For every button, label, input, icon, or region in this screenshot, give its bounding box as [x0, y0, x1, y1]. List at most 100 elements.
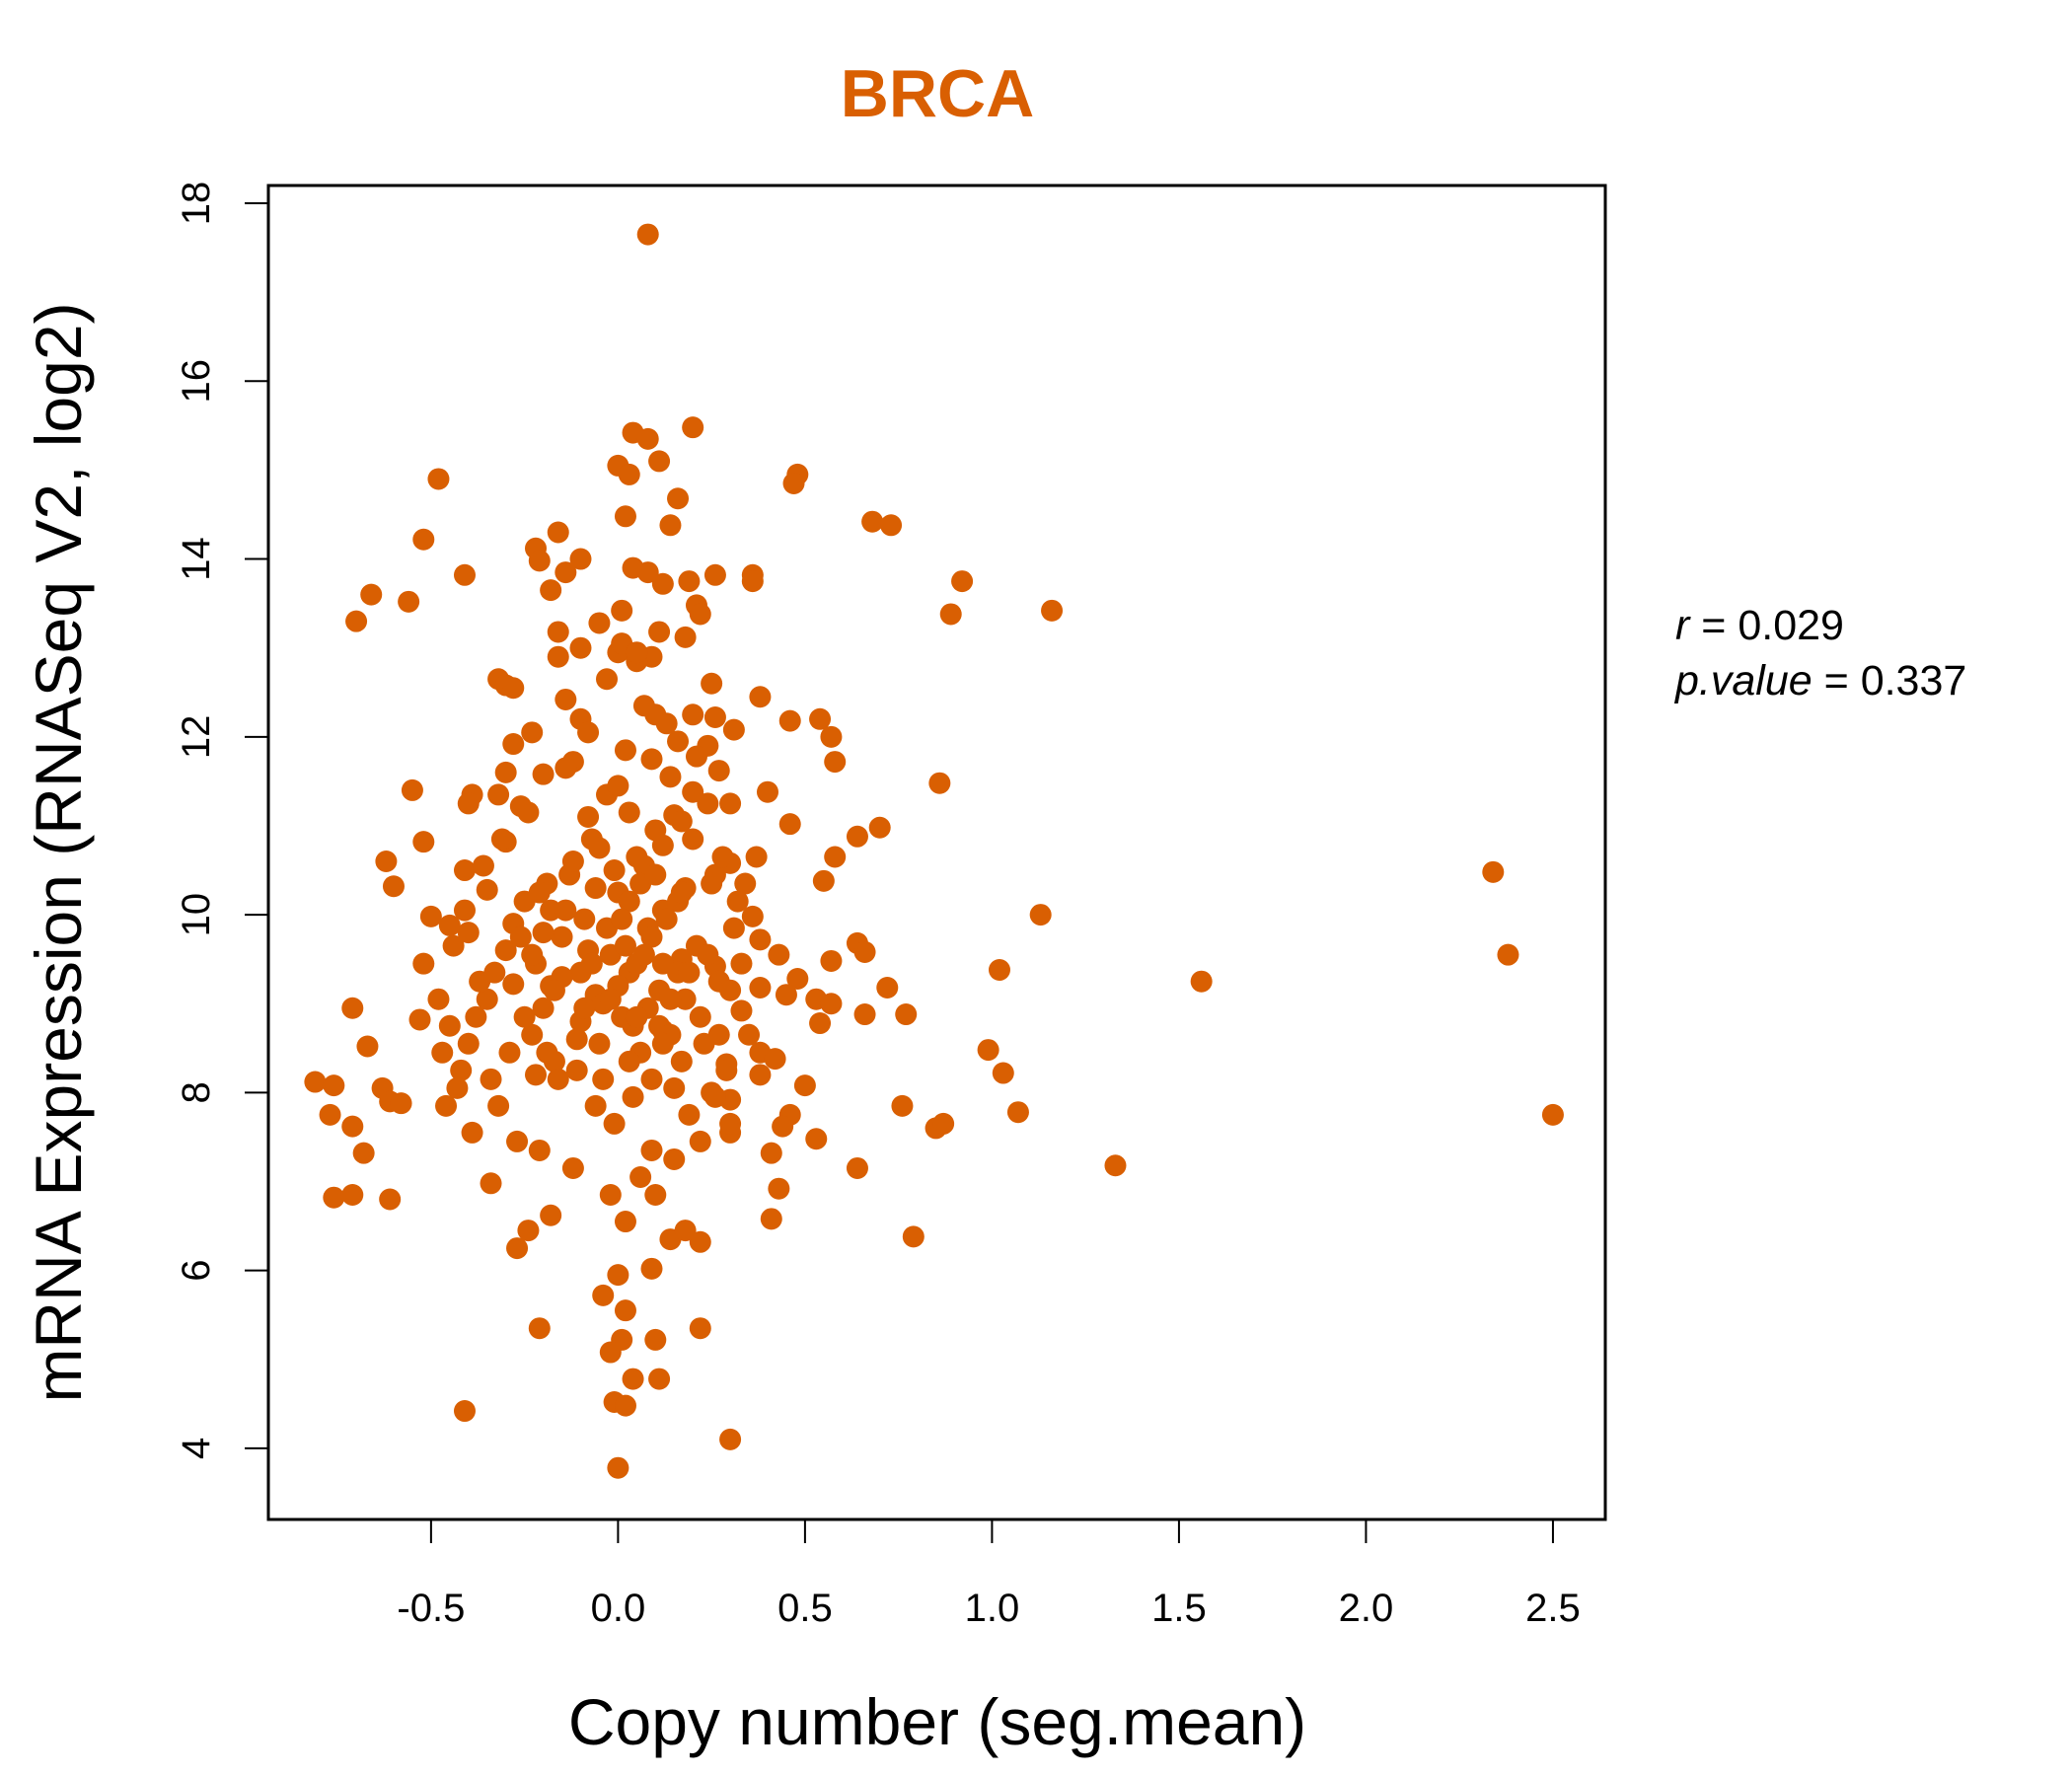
data-point — [682, 703, 704, 726]
data-point — [701, 872, 723, 895]
data-point — [577, 805, 600, 828]
data-point — [614, 1211, 636, 1233]
data-point — [1006, 1101, 1029, 1124]
data-point — [951, 570, 974, 593]
x-tick-label: 1.5 — [1151, 1587, 1207, 1630]
data-point — [648, 621, 671, 643]
data-point — [573, 908, 596, 930]
data-point — [809, 707, 832, 730]
data-point — [674, 626, 697, 648]
data-point — [555, 899, 577, 922]
data-point — [756, 780, 778, 803]
data-point — [1029, 904, 1052, 926]
data-point — [438, 914, 461, 936]
data-point — [644, 1328, 667, 1351]
data-point — [659, 514, 682, 537]
data-point — [640, 1257, 663, 1280]
y-tick-label: 4 — [175, 1438, 218, 1459]
data-point — [772, 1115, 794, 1138]
data-point — [547, 621, 569, 643]
data-point — [824, 751, 847, 774]
data-point — [450, 1059, 473, 1081]
x-axis-label: Copy number (seg.mean) — [568, 1685, 1306, 1758]
data-point — [453, 859, 476, 882]
data-point — [419, 905, 442, 927]
data-point — [670, 881, 693, 904]
data-point — [778, 813, 801, 836]
y-tick-label: 8 — [175, 1081, 218, 1103]
data-point — [551, 925, 573, 948]
data-point — [651, 1032, 674, 1055]
y-tick-label: 16 — [175, 359, 218, 404]
data-point — [569, 636, 592, 659]
data-point — [618, 801, 640, 824]
data-point — [614, 934, 636, 957]
data-point — [707, 1023, 730, 1046]
x-tick-label: 0.5 — [777, 1587, 833, 1630]
data-point — [678, 570, 701, 593]
data-point — [853, 1003, 876, 1026]
data-point — [992, 1062, 1014, 1084]
data-point — [670, 1050, 693, 1073]
data-point — [592, 1284, 615, 1306]
x-tick-label: 1.0 — [965, 1587, 1020, 1630]
data-point — [453, 1400, 476, 1423]
data-point — [861, 510, 884, 533]
data-point — [726, 890, 749, 913]
data-point — [525, 1064, 547, 1086]
data-point — [648, 1368, 671, 1390]
data-point — [588, 612, 611, 634]
data-point — [1541, 1103, 1564, 1126]
data-point — [977, 1039, 999, 1062]
data-point — [805, 1128, 828, 1150]
data-point — [532, 922, 555, 944]
data-point — [565, 1028, 588, 1051]
data-point — [786, 967, 809, 990]
data-point — [928, 772, 951, 794]
y-tick-label: 18 — [175, 182, 218, 226]
data-point — [607, 1456, 629, 1479]
data-point — [868, 816, 891, 839]
data-point — [738, 1023, 761, 1046]
data-point — [820, 725, 843, 748]
data-point — [745, 846, 768, 868]
data-point — [375, 851, 398, 873]
data-point — [517, 1220, 540, 1242]
data-point — [809, 1012, 832, 1035]
data-point — [502, 973, 525, 996]
data-point — [611, 908, 633, 930]
data-point — [603, 859, 626, 882]
data-point — [1497, 943, 1519, 966]
data-point — [764, 1048, 786, 1071]
data-point — [775, 984, 797, 1006]
data-point — [749, 928, 772, 951]
data-point — [494, 939, 517, 962]
x-tick-label: 2.5 — [1525, 1587, 1581, 1630]
data-point — [640, 1068, 663, 1090]
data-point — [659, 988, 682, 1010]
data-point — [659, 766, 682, 788]
data-point — [323, 1074, 345, 1097]
data-point — [401, 778, 423, 801]
data-point — [521, 943, 544, 966]
data-point — [618, 1050, 640, 1073]
data-point — [760, 1142, 782, 1164]
data-point — [749, 1064, 772, 1086]
data-point — [902, 1225, 925, 1248]
data-point — [536, 1041, 558, 1064]
data-point — [509, 925, 532, 948]
data-point — [651, 572, 674, 595]
chart-title: BRCA — [841, 56, 1034, 131]
data-point — [379, 1188, 402, 1211]
data-point — [528, 550, 551, 572]
data-point — [435, 1094, 458, 1117]
data-point — [506, 1237, 529, 1260]
data-point — [476, 878, 498, 901]
data-point — [689, 603, 711, 626]
data-point — [1104, 1154, 1127, 1177]
data-point — [1190, 970, 1213, 993]
data-point — [614, 1299, 636, 1322]
data-point — [457, 1032, 480, 1055]
data-point — [722, 917, 745, 939]
data-point — [648, 450, 671, 473]
